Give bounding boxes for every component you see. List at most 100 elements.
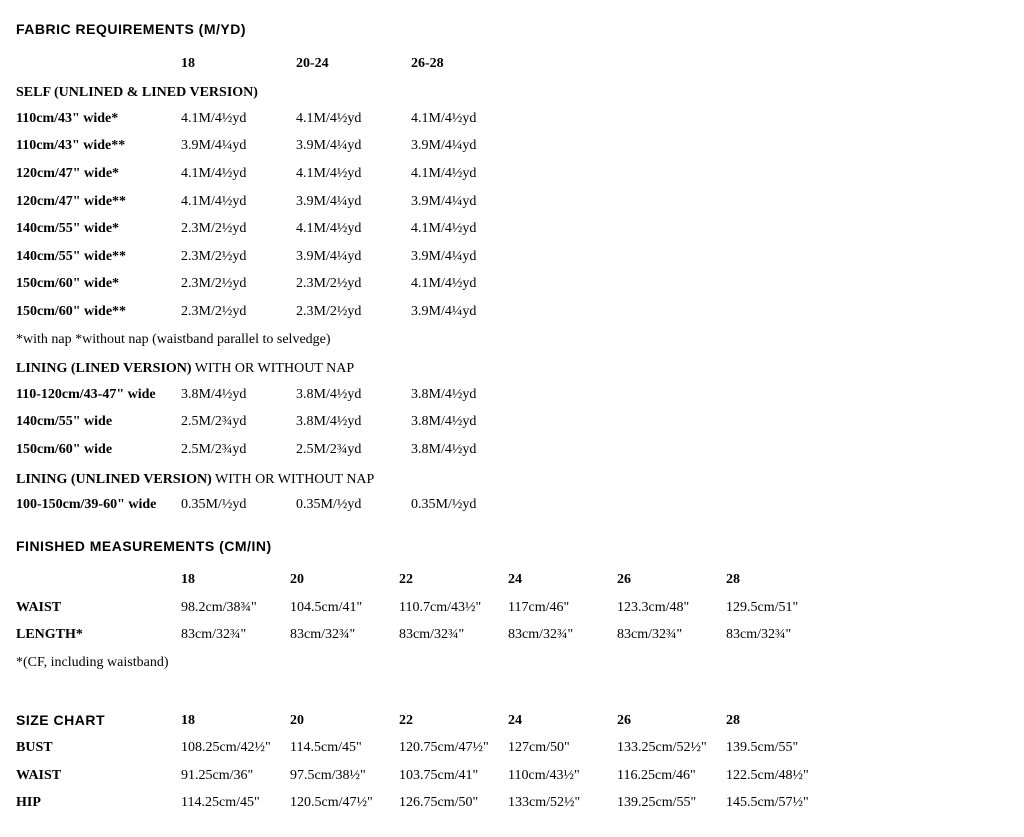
sizechart-size-header: 26 <box>617 707 726 735</box>
cell-value: 3.9M/4¼yd <box>411 298 526 326</box>
cell-value: 3.8M/4½yd <box>181 381 296 409</box>
cell-value: 83cm/32¾" <box>508 621 617 649</box>
cell-value: 83cm/32¾" <box>617 621 726 649</box>
finished-size-header: 20 <box>290 566 399 594</box>
cell-value: 4.1M/4½yd <box>296 105 411 133</box>
table-row: 110cm/43" wide**3.9M/4¼yd3.9M/4¼yd3.9M/4… <box>16 132 1008 160</box>
lining-lined-heading-bold: LINING (LINED VERSION) <box>16 361 192 376</box>
row-label: 120cm/47" wide* <box>16 160 181 188</box>
cell-value: 123.3cm/48" <box>617 594 726 622</box>
row-label: 140cm/55" wide* <box>16 215 181 243</box>
table-row: BUST108.25cm/42½"114.5cm/45"120.75cm/47½… <box>16 734 1008 762</box>
fabric-requirements-title: FABRIC REQUIREMENTS (M/YD) <box>16 20 1008 40</box>
table-row: LENGTH*83cm/32¾"83cm/32¾"83cm/32¾"83cm/3… <box>16 621 1008 649</box>
row-label: LENGTH* <box>16 621 181 649</box>
finished-measurements-title: FINISHED MEASUREMENTS (CM/IN) <box>16 537 1008 557</box>
self-note: *with nap *without nap (waistband parall… <box>16 326 1008 354</box>
sizechart-title: SIZE CHART <box>16 707 181 735</box>
table-row: 100-150cm/39-60" wide0.35M/½yd0.35M/½yd0… <box>16 491 1008 519</box>
cell-value: 2.5M/2¾yd <box>181 436 296 464</box>
cell-value: 4.1M/4½yd <box>296 215 411 243</box>
cell-value: 3.9M/4¼yd <box>296 188 411 216</box>
row-label: 150cm/60" wide* <box>16 270 181 298</box>
finished-size-header: 26 <box>617 566 726 594</box>
table-row: 110cm/43" wide*4.1M/4½yd4.1M/4½yd4.1M/4½… <box>16 105 1008 133</box>
sizechart-size-header: 20 <box>290 707 399 735</box>
cell-value: 0.35M/½yd <box>411 491 526 519</box>
table-row: 150cm/60" wide2.5M/2¾yd2.5M/2¾yd3.8M/4½y… <box>16 436 1008 464</box>
cell-value: 108.25cm/42½" <box>181 734 290 762</box>
table-row: 140cm/55" wide*2.3M/2½yd4.1M/4½yd4.1M/4½… <box>16 215 1008 243</box>
cell-value: 104.5cm/41" <box>290 594 399 622</box>
finished-note: *(CF, including waistband) <box>16 649 1008 677</box>
row-label: WAIST <box>16 594 181 622</box>
row-label: 110cm/43" wide* <box>16 105 181 133</box>
cell-value: 116.25cm/46" <box>617 762 726 790</box>
cell-value: 3.8M/4½yd <box>411 408 526 436</box>
cell-value: 3.9M/4¼yd <box>296 243 411 271</box>
cell-value: 3.9M/4¼yd <box>181 132 296 160</box>
cell-value: 83cm/32¾" <box>726 621 835 649</box>
row-label: WAIST <box>16 762 181 790</box>
fabric-size-header-row: 18 20-24 26-28 <box>16 50 1008 78</box>
cell-value: 2.3M/2½yd <box>181 270 296 298</box>
finished-size-header: 18 <box>181 566 290 594</box>
cell-value: 139.5cm/55" <box>726 734 835 762</box>
table-row: 140cm/55" wide**2.3M/2½yd3.9M/4¼yd3.9M/4… <box>16 243 1008 271</box>
cell-value: 97.5cm/38½" <box>290 762 399 790</box>
fabric-size-header: 26-28 <box>411 50 526 78</box>
fabric-table: 18 20-24 26-28 SELF (UNLINED & LINED VER… <box>16 50 1008 519</box>
row-label: 110cm/43" wide** <box>16 132 181 160</box>
cell-value: 0.35M/½yd <box>296 491 411 519</box>
cell-value: 4.1M/4½yd <box>181 160 296 188</box>
row-label: 140cm/55" wide** <box>16 243 181 271</box>
cell-value: 83cm/32¾" <box>399 621 508 649</box>
cell-value: 4.1M/4½yd <box>296 160 411 188</box>
cell-value: 120.75cm/47½" <box>399 734 508 762</box>
row-label: 120cm/47" wide** <box>16 188 181 216</box>
cell-value: 3.8M/4½yd <box>411 381 526 409</box>
table-row: 150cm/60" wide*2.3M/2½yd2.3M/2½yd4.1M/4½… <box>16 270 1008 298</box>
row-label: 150cm/60" wide** <box>16 298 181 326</box>
row-label: 100-150cm/39-60" wide <box>16 491 181 519</box>
finished-size-header: 22 <box>399 566 508 594</box>
row-label: 150cm/60" wide <box>16 436 181 464</box>
finished-size-header-row: 18 20 22 24 26 28 <box>16 566 1008 594</box>
sizechart-size-header: 18 <box>181 707 290 735</box>
finished-size-header: 28 <box>726 566 835 594</box>
table-row: 120cm/47" wide*4.1M/4½yd4.1M/4½yd4.1M/4½… <box>16 160 1008 188</box>
cell-value: 127cm/50" <box>508 734 617 762</box>
cell-value: 83cm/32¾" <box>290 621 399 649</box>
cell-value: 129.5cm/51" <box>726 594 835 622</box>
cell-value: 3.8M/4½yd <box>411 436 526 464</box>
lining-lined-heading: LINING (LINED VERSION) WITH OR WITHOUT N… <box>16 353 1008 381</box>
cell-value: 4.1M/4½yd <box>181 105 296 133</box>
cell-value: 2.5M/2¾yd <box>181 408 296 436</box>
cell-value: 91.25cm/36" <box>181 762 290 790</box>
cell-value: 114.5cm/45" <box>290 734 399 762</box>
cell-value: 4.1M/4½yd <box>411 160 526 188</box>
cell-value: 4.1M/4½yd <box>411 215 526 243</box>
row-label: 140cm/55" wide <box>16 408 181 436</box>
fabric-size-header: 18 <box>181 50 296 78</box>
finished-table: 18 20 22 24 26 28 WAIST98.2cm/38¾"104.5c… <box>16 566 1008 649</box>
table-row: 110-120cm/43-47" wide3.8M/4½yd3.8M/4½yd3… <box>16 381 1008 409</box>
cell-value: 3.9M/4¼yd <box>411 188 526 216</box>
self-heading: SELF (UNLINED & LINED VERSION) <box>16 77 1008 105</box>
cell-value: 3.8M/4½yd <box>296 381 411 409</box>
cell-value: 110cm/43½" <box>508 762 617 790</box>
cell-value: 122.5cm/48½" <box>726 762 835 790</box>
sizechart-size-header: 22 <box>399 707 508 735</box>
cell-value: 4.1M/4½yd <box>181 188 296 216</box>
cell-value: 0.35M/½yd <box>181 491 296 519</box>
row-label: BUST <box>16 734 181 762</box>
cell-value: 4.1M/4½yd <box>411 270 526 298</box>
table-row: 120cm/47" wide**4.1M/4½yd3.9M/4¼yd3.9M/4… <box>16 188 1008 216</box>
row-label: 110-120cm/43-47" wide <box>16 381 181 409</box>
cell-value: 83cm/32¾" <box>181 621 290 649</box>
sizechart-size-header: 24 <box>508 707 617 735</box>
lining-unlined-heading-bold: LINING (UNLINED VERSION) <box>16 472 212 487</box>
table-row: WAIST98.2cm/38¾"104.5cm/41"110.7cm/43½"1… <box>16 594 1008 622</box>
sizechart-header-row: SIZE CHART 18 20 22 24 26 28 <box>16 707 1008 735</box>
table-row: 140cm/55" wide2.5M/2¾yd3.8M/4½yd3.8M/4½y… <box>16 408 1008 436</box>
